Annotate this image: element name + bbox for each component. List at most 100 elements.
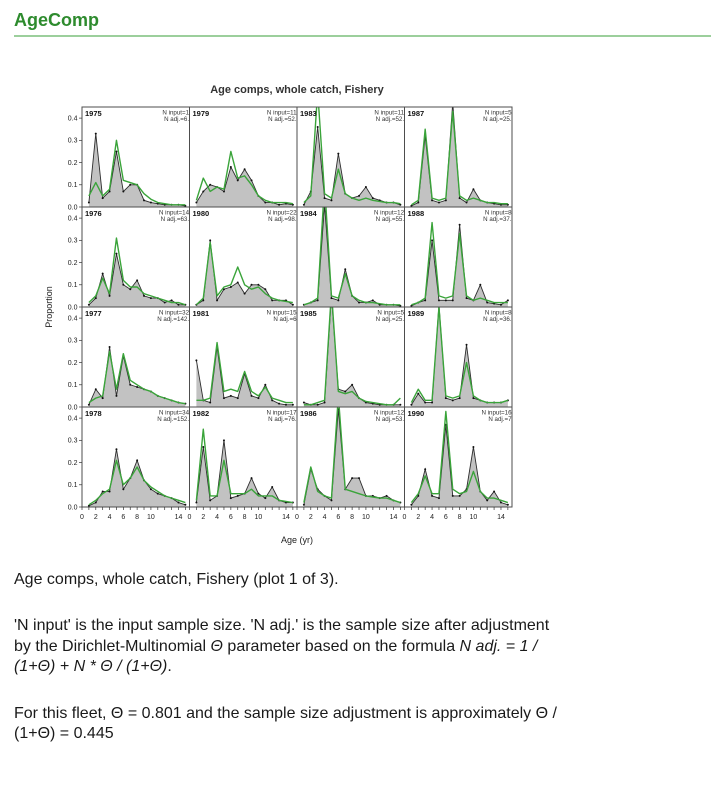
observed-point [209,239,212,242]
observed-point [195,201,198,204]
observed-point [250,283,253,286]
observed-point [506,299,509,302]
observed-point [316,126,319,128]
observed-point [202,446,205,448]
observed-point [236,494,239,497]
panel-year-label: 1987 [408,109,425,118]
observed-point [122,488,125,491]
observed-point [108,294,111,297]
observed-point [465,201,468,204]
y-tick-label: 0.3 [68,138,78,145]
y-tick-label: 0.2 [68,260,78,267]
observed-point [264,288,267,291]
observed-point [101,197,104,200]
observed-area [303,409,401,507]
observed-point [243,292,246,295]
observed-point [344,390,347,393]
observed-point [209,499,212,502]
observed-point [87,403,90,406]
x-tick-label: 14 [390,514,398,521]
x-tick-label: 10 [470,514,478,521]
x-tick-label: 6 [229,514,233,521]
panel-n-adj-label: N adj.=98.8 [268,216,300,223]
observed-point [493,490,496,493]
observed-point [257,397,260,400]
panel-n-adj-label: N adj.=25.5 [483,116,515,123]
observed-point [452,102,454,104]
observed-point [177,303,180,306]
observed-point [94,297,97,300]
theta-symbol: Θ [210,637,223,655]
observed-point [358,477,361,480]
panel-n-adj-label: N adj.=55.3 [376,216,408,223]
observed-point [337,299,340,302]
observed-point [229,286,232,288]
panel-n-adj-label: N adj.=142.9 [157,316,193,323]
observed-point [250,179,253,182]
y-tick-label: 0.0 [68,204,78,211]
x-tick-label: 8 [243,514,247,521]
y-tick-label: 0.1 [68,482,78,489]
expected-line [195,150,293,205]
x-tick-label: 10 [255,514,263,521]
expected-line [195,241,293,306]
panel-year-label: 1982 [193,409,210,418]
observed-point [437,201,440,204]
x-tick-label: 0 [80,514,84,521]
x-tick-label: 0 [295,514,299,521]
observed-point [486,301,489,304]
x-tick-label: 6 [336,514,340,521]
observed-point [278,402,281,405]
y-tick-label: 0.3 [68,238,78,245]
observed-point [410,503,413,506]
observed-point [202,299,205,302]
observed-point [202,190,205,193]
observed-area [196,347,293,407]
observed-point [358,301,361,304]
observed-point [222,190,225,193]
panel-n-adj-label: N adj.=152.2 [157,416,193,423]
x-tick-label: 4 [430,514,434,521]
observed-point [195,359,198,362]
y-tick-label: 0.2 [68,360,78,367]
observed-point [410,403,413,406]
expected-line [88,139,186,206]
figure-caption: Age comps, whole catch, Fishery (plot 1 … [14,571,339,588]
y-tick-label: 0.0 [68,304,78,311]
panel-year-label: 1976 [85,209,102,218]
x-tick-label: 14 [497,514,505,521]
observed-point [101,272,104,275]
panel-year-label: 1981 [193,309,210,318]
observed-area [196,167,293,207]
observed-point [170,299,173,302]
panel-n-input-label: N input=117 [374,110,408,117]
observed-point [371,197,374,200]
observed-point [143,199,146,202]
observed-point [108,346,111,348]
panel-n-input-label: N input=56 [485,110,516,117]
observed-point [385,494,388,497]
x-tick-label: 8 [458,514,462,521]
x-tick-label: 14 [282,514,290,521]
panel-n-adj-label: N adj.=6.3 [164,116,193,123]
observed-point [431,494,434,497]
panel-n-adj-label: N adj.=37.9 [483,216,515,223]
agecomp-chart: Age comps, whole catch, Fishery 1975 N inp… [44,84,516,545]
observed-point [302,401,305,404]
x-tick-label: 14 [175,514,183,521]
panel-n-input-label: N input=123 [374,210,408,217]
observed-point [143,294,146,297]
expected-line [410,307,509,404]
observed-point [87,201,90,204]
x-tick-label: 6 [444,514,448,521]
observed-point [209,183,212,186]
formula-text: N adj. = 1 / (1+Θ) + N * Θ / (1+Θ) [14,637,538,676]
observed-point [271,299,274,302]
y-tick-label: 0.2 [68,160,78,167]
observed-area [88,449,186,507]
